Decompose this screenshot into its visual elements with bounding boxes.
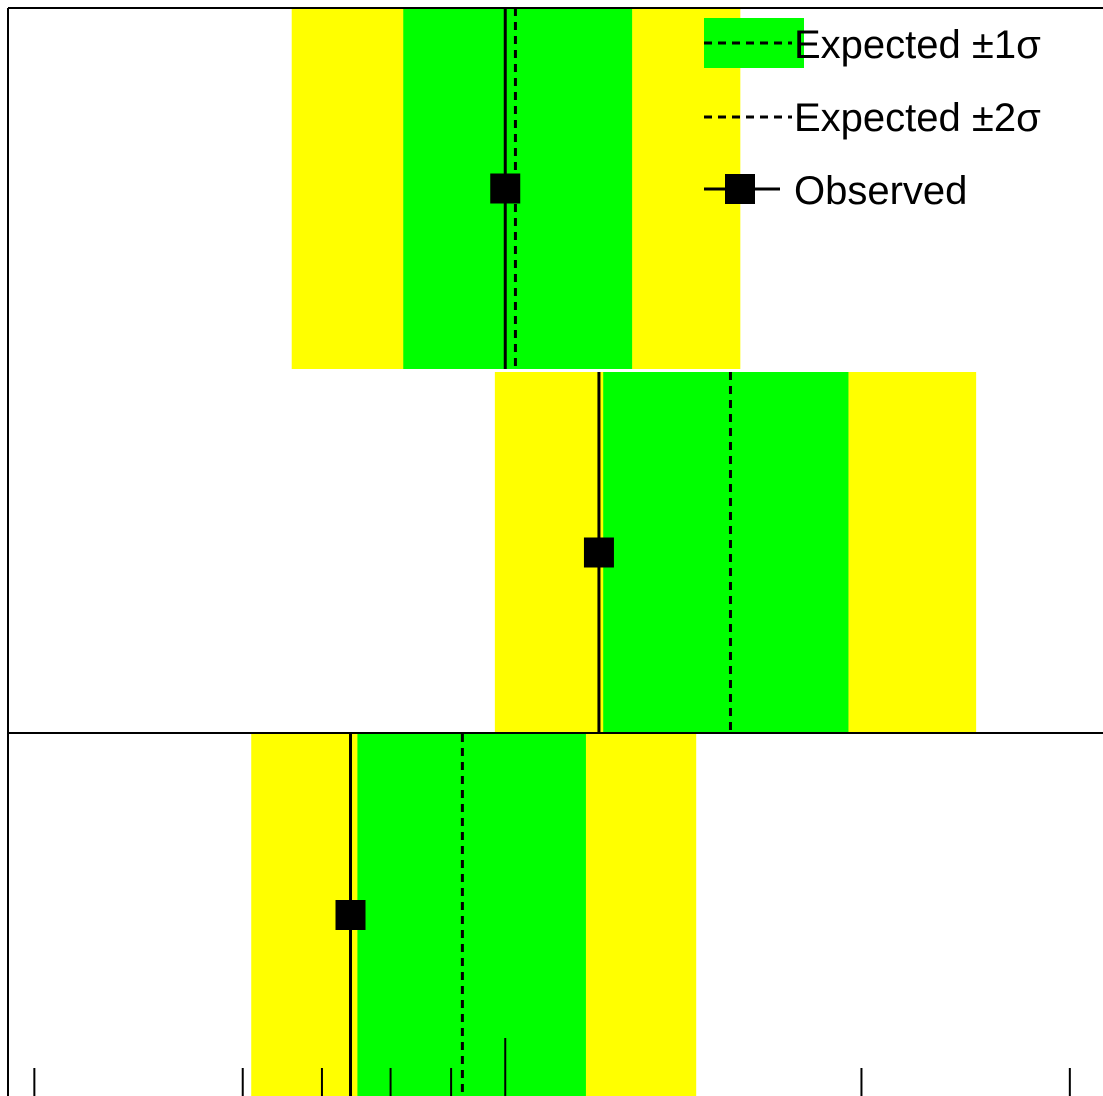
legend-entry-observed: Observed	[704, 169, 967, 213]
legend-label-sigma1: Expected ±1σ	[794, 23, 1041, 67]
legend-observed-marker	[725, 174, 755, 204]
sigma1-band-2	[357, 734, 586, 1096]
observed-marker-2	[335, 900, 366, 930]
x-axis-ticks	[33, 1038, 1071, 1096]
legend-label-sigma2: Expected ±2σ	[794, 96, 1041, 140]
legend-entry-sigma2: Expected ±2σ	[704, 96, 1041, 140]
plot-frame	[7, 7, 1103, 1096]
legend-label-observed: Observed	[794, 169, 967, 213]
lines-layer	[335, 8, 732, 1096]
bands-layer	[251, 8, 977, 1096]
observed-marker-1	[583, 537, 614, 568]
legend-entry-sigma1: Expected ±1σ	[704, 18, 1041, 68]
sigma1-band-1	[603, 372, 849, 733]
legend: Expected ±1σ Expected ±2σ Observed	[704, 18, 1041, 213]
observed-marker-0	[490, 173, 521, 204]
